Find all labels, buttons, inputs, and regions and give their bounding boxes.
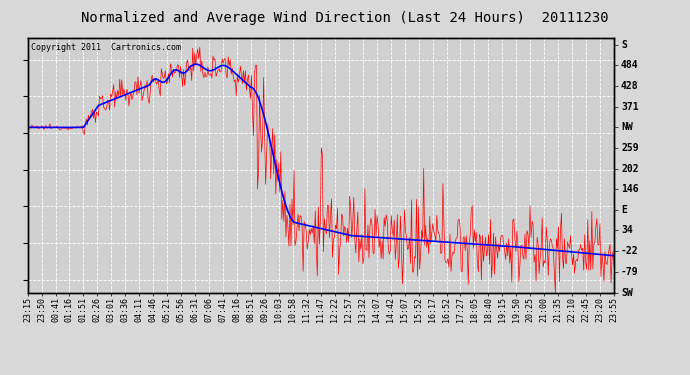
Text: -22: -22 bbox=[621, 246, 639, 256]
Text: 428: 428 bbox=[621, 81, 639, 91]
Text: Normalized and Average Wind Direction (Last 24 Hours)  20111230: Normalized and Average Wind Direction (L… bbox=[81, 11, 609, 25]
Text: NW: NW bbox=[621, 122, 633, 132]
Text: -79: -79 bbox=[621, 267, 639, 277]
Text: 202: 202 bbox=[621, 164, 639, 174]
Text: SW: SW bbox=[621, 288, 633, 297]
Text: Copyright 2011  Cartronics.com: Copyright 2011 Cartronics.com bbox=[30, 43, 181, 52]
Text: 34: 34 bbox=[621, 225, 633, 236]
Text: S: S bbox=[621, 40, 627, 50]
Text: 146: 146 bbox=[621, 184, 639, 194]
Text: 259: 259 bbox=[621, 143, 639, 153]
Text: 484: 484 bbox=[621, 60, 639, 70]
Text: 371: 371 bbox=[621, 102, 639, 112]
Text: E: E bbox=[621, 205, 627, 215]
